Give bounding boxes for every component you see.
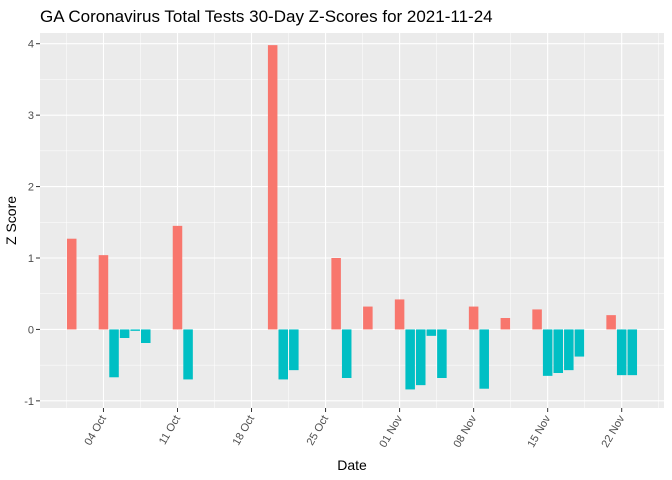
y-tick-label: 1 [28, 253, 34, 265]
x-tick-label: 22 Nov [599, 413, 627, 450]
bar [130, 329, 140, 331]
y-tick-label: 0 [28, 324, 34, 336]
bar [341, 329, 352, 378]
bar [627, 329, 638, 376]
bar [363, 306, 373, 330]
x-tick-label: 04 Oct [82, 414, 109, 448]
bar [141, 329, 151, 343]
x-axis: 04 Oct 11 Oct 18 Oct 25 Oct 01 Nov 08 Nov 15 N… [82, 408, 628, 450]
x-axis-title: Date [337, 457, 367, 473]
x-tick-label: 15 Nov [525, 413, 553, 450]
bar [574, 329, 585, 357]
bar [437, 329, 447, 378]
bar [119, 329, 130, 338]
bar [564, 329, 574, 371]
x-tick-label: 18 Oct [231, 414, 258, 448]
bar [415, 329, 426, 386]
bar [500, 318, 511, 330]
bar [479, 329, 489, 389]
bar [109, 329, 119, 378]
bar [172, 225, 183, 330]
bar [98, 255, 109, 330]
x-tick-label: 25 Oct [305, 414, 332, 448]
chart-title: GA Coronavirus Total Tests 30-Day Z-Scor… [40, 7, 493, 26]
bar [542, 329, 553, 376]
bar [278, 329, 289, 380]
bar [606, 315, 616, 330]
bars [66, 45, 638, 390]
y-axis-title: Z Score [3, 196, 19, 245]
bar [553, 329, 563, 373]
bar [183, 329, 193, 380]
bar [426, 329, 437, 336]
bar [405, 329, 415, 390]
y-tick-label: -1 [24, 396, 34, 408]
bar [289, 329, 299, 371]
y-tick-label: 3 [28, 110, 34, 122]
bar [66, 238, 77, 330]
bar [267, 45, 278, 330]
bar [468, 306, 479, 330]
y-tick-label: 2 [28, 182, 34, 194]
x-tick-label: 08 Nov [451, 413, 479, 450]
bar [616, 329, 627, 376]
x-tick-label: 01 Nov [377, 413, 405, 450]
bar [394, 299, 405, 330]
y-tick-label: 4 [28, 39, 34, 51]
y-axis: -1 0 1 2 3 4 [24, 39, 40, 408]
minor-gridlines [40, 33, 664, 408]
x-tick-label: 11 Oct [157, 414, 183, 447]
bar [532, 309, 542, 330]
bar [331, 258, 341, 330]
